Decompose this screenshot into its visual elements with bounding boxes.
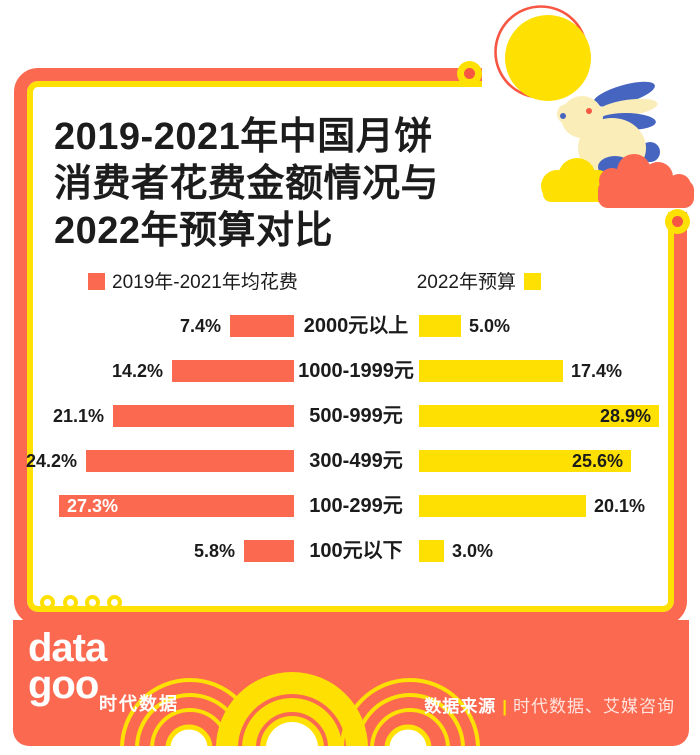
source-divider-icon: | xyxy=(502,697,507,716)
bar-avg-spend xyxy=(113,405,294,427)
category-label: 100-299元 xyxy=(309,495,403,517)
logo-chinese-name: 时代数据 xyxy=(99,694,179,714)
frame-ring-ornament-top xyxy=(457,61,482,86)
category-label: 100元以下 xyxy=(309,540,403,562)
value-label-2022-budget: 5.0% xyxy=(469,316,511,336)
value-label-avg-spend: 7.4% xyxy=(179,316,221,336)
value-label-avg-spend: 24.2% xyxy=(25,451,77,471)
orange-cloud-icon xyxy=(598,154,694,208)
category-label: 2000元以上 xyxy=(303,315,409,337)
frame-ring-ornament-right xyxy=(665,209,690,234)
logo-line-2: goo xyxy=(28,663,99,707)
arch-rings-right-icon xyxy=(340,678,480,746)
moon-rabbit-clouds-illustration xyxy=(494,5,694,208)
decorative-ring-icon xyxy=(40,595,55,610)
datagoo-logo: data goo xyxy=(28,626,107,707)
value-label-avg-spend: 5.8% xyxy=(193,541,235,561)
value-label-2022-budget: 25.6% xyxy=(571,451,623,471)
source-text: 时代数据、艾媒咨询 xyxy=(513,697,675,716)
decorative-ring-icon xyxy=(107,595,122,610)
white-arch-right-icon xyxy=(384,724,432,746)
legend-label-right: 2022年预算 xyxy=(416,272,516,293)
bar-avg-spend xyxy=(86,450,294,472)
bar-2022-budget xyxy=(419,495,586,517)
legend-swatch-left xyxy=(88,273,105,290)
bar-avg-spend xyxy=(172,360,294,382)
source-label: 数据来源 xyxy=(424,697,497,716)
moon-icon xyxy=(505,15,591,101)
white-arch-left-icon xyxy=(165,724,213,746)
category-label: 300-499元 xyxy=(309,450,403,472)
ring-core xyxy=(672,216,683,227)
value-label-2022-budget: 3.0% xyxy=(452,541,494,561)
rabbit-eye-icon xyxy=(586,108,592,114)
category-label: 1000-1999元 xyxy=(298,360,414,382)
legend-swatch-right xyxy=(524,273,541,290)
value-label-avg-spend: 27.3% xyxy=(67,496,119,516)
bar-avg-spend xyxy=(244,540,294,562)
value-label-2022-budget: 28.9% xyxy=(599,406,651,426)
bar-avg-spend xyxy=(59,495,294,517)
bar-2022-budget xyxy=(419,450,631,472)
data-source-line: 数据来源 | 时代数据、艾媒咨询 xyxy=(424,692,675,717)
ring-core xyxy=(464,68,475,79)
bar-2022-budget xyxy=(419,360,563,382)
big-arch-icon xyxy=(216,672,368,746)
legend-label-left: 2019年-2021年均花费 xyxy=(112,272,298,293)
value-label-2022-budget: 17.4% xyxy=(571,361,623,381)
footer-arches-decoration xyxy=(120,672,480,746)
footer-band: data goo 时代数据 数据来源 | 时代数据、艾媒咨询 xyxy=(13,620,689,746)
bar-2022-budget xyxy=(419,405,659,427)
chart-title: 2019-2021年中国月饼 消费者花费金额情况与 2022年预算对比 xyxy=(54,116,440,252)
decorative-ring-icon xyxy=(63,595,78,610)
category-label: 500-999元 xyxy=(309,405,403,427)
bar-2022-budget xyxy=(419,315,461,337)
arch-rings-left-icon xyxy=(120,678,260,746)
rabbit-nose-icon xyxy=(560,113,566,119)
value-label-2022-budget: 20.1% xyxy=(594,496,646,516)
logo-line-1: data xyxy=(28,626,107,670)
bar-2022-budget xyxy=(419,540,444,562)
value-label-avg-spend: 21.1% xyxy=(52,406,104,426)
bar-avg-spend xyxy=(230,315,294,337)
decorative-ring-icon xyxy=(85,595,100,610)
value-label-avg-spend: 14.2% xyxy=(111,361,163,381)
